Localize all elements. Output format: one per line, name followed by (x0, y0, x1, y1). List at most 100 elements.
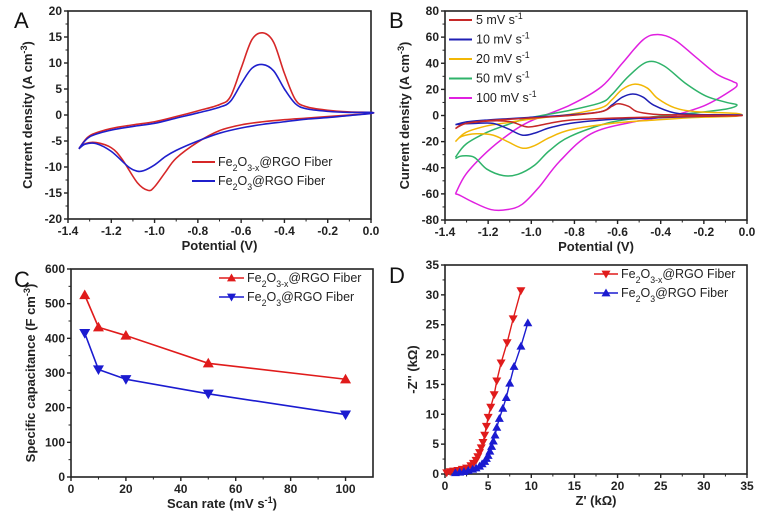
x-axis-title: Scan rate (mV s-1) (167, 495, 277, 511)
y-tick-label: 60 (426, 30, 440, 44)
data-point (490, 430, 500, 439)
legend-label: Fe2O3@RGO Fiber (218, 174, 325, 192)
panel-c: 0 20 40 60 80 100 0 100 200 300 400 500 600 Scan rate… (14, 262, 374, 511)
data-point (523, 318, 533, 327)
legend-label: 20 mV s-1 (476, 50, 530, 66)
x-tick-label: 30 (697, 479, 711, 493)
y-tick-label: -5 (51, 134, 62, 148)
x-tick-label: -0.8 (564, 225, 585, 239)
legend-label: 100 mV s-1 (476, 89, 537, 105)
data-point (202, 389, 214, 400)
panel-letter: C (14, 267, 30, 292)
legend-marker (601, 288, 611, 297)
data-point (486, 403, 496, 412)
y-tick-label: 20 (49, 4, 63, 18)
x-tick-label: -0.4 (274, 224, 295, 238)
data-point (516, 287, 526, 296)
cv-curve-100mv (454, 33, 738, 212)
cv-curve-50mv (454, 60, 738, 177)
legend-marker (227, 273, 236, 282)
y-tick-label: 300 (45, 366, 65, 380)
y-tick-label: 30 (426, 288, 440, 302)
y-tick-label: -15 (45, 186, 63, 200)
y-tick-label: 0 (58, 470, 65, 484)
x-tick-label: -1.0 (144, 224, 165, 238)
y-tick-label: -10 (45, 160, 63, 174)
data-point (120, 330, 132, 340)
x-tick-label: -0.4 (650, 225, 671, 239)
x-tick-label: 0 (442, 479, 449, 493)
data-point (79, 289, 91, 300)
x-tick-label: 0.0 (363, 224, 380, 238)
panel-letter: B (389, 8, 404, 33)
y-axis-title: Current density (A cm-3) (396, 42, 412, 190)
y-tick-label: -20 (422, 135, 440, 149)
y-tick-label: 0 (432, 467, 439, 481)
data-point (120, 375, 132, 385)
x-tick-label: -0.6 (231, 224, 252, 238)
data-point (492, 422, 502, 431)
data-point (202, 357, 214, 368)
x-tick-label: -1.0 (521, 225, 542, 239)
data-point (508, 315, 518, 324)
y-tick-label: 35 (426, 258, 440, 272)
y-tick-label: 5 (55, 82, 62, 96)
data-point (340, 373, 352, 384)
cv-curve-fe2o3 (78, 63, 375, 173)
data-point (492, 377, 502, 386)
data-point (462, 464, 472, 473)
x-tick-label: -1.2 (101, 224, 122, 238)
x-tick-label: -0.2 (317, 224, 338, 238)
panel-d: 0 5 10 15 20 25 30 35 0 5 10 15 20 25 30 35 Z' (kΩ) -Z'' … (389, 258, 754, 508)
y-axis-title: -Z'' (kΩ) (405, 345, 420, 393)
data-point (488, 436, 498, 445)
data-point (516, 341, 526, 350)
legend-label: Fe2O3-x@RGO Fiber (218, 155, 332, 173)
x-tick-label: 0 (68, 482, 75, 496)
y-axis-title: Specific capacitance (F cm-3) (22, 284, 38, 463)
data-point (478, 438, 488, 447)
panel-letter: D (389, 263, 405, 288)
data-point (79, 329, 91, 339)
x-tick-label: 60 (229, 482, 243, 496)
x-tick-label: -1.4 (435, 225, 456, 239)
y-tick-label: -20 (45, 212, 63, 226)
x-tick-label: -0.8 (188, 224, 209, 238)
data-point (92, 321, 104, 332)
data-point (487, 442, 497, 450)
x-tick-label: 35 (740, 479, 754, 493)
y-tick-label: 100 (45, 435, 65, 449)
legend-label: 5 mV s-1 (476, 11, 523, 27)
data-point (501, 393, 511, 401)
x-tick-label: -1.4 (58, 224, 79, 238)
data-point (498, 403, 508, 412)
legend-label: Fe2O3@RGO Fiber (247, 290, 354, 308)
y-tick-label: -40 (422, 161, 440, 175)
y-tick-label: 0 (432, 109, 439, 123)
y-tick-label: 10 (49, 56, 63, 70)
y-tick-label: 40 (426, 56, 440, 70)
x-tick-label: 25 (654, 479, 668, 493)
y-tick-label: 5 (432, 437, 439, 451)
x-tick-label: 5 (485, 479, 492, 493)
x-tick-label: -0.2 (694, 225, 715, 239)
data-point (340, 410, 352, 421)
data-point (481, 422, 491, 431)
x-tick-label: 100 (336, 482, 356, 496)
legend-label: 10 mV s-1 (476, 31, 530, 47)
panel-b: -1.4 -1.2 -1.0 -0.8 -0.6 -0.4 -0.2 0.0 -80 -60 -40… (389, 4, 756, 254)
x-tick-label: -0.6 (607, 225, 628, 239)
x-tick-label: 0.0 (739, 225, 756, 239)
y-tick-label: 500 (45, 297, 65, 311)
y-tick-label: 400 (45, 331, 65, 345)
data-point (483, 450, 493, 459)
data-point (494, 413, 504, 422)
y-tick-label: 200 (45, 401, 65, 415)
data-point (480, 431, 490, 440)
legend-label: Fe2O3-x@RGO Fiber (247, 271, 361, 289)
data-point (92, 365, 104, 376)
data-point (485, 446, 495, 455)
data-point (502, 339, 512, 348)
x-tick-label: 20 (611, 479, 625, 493)
